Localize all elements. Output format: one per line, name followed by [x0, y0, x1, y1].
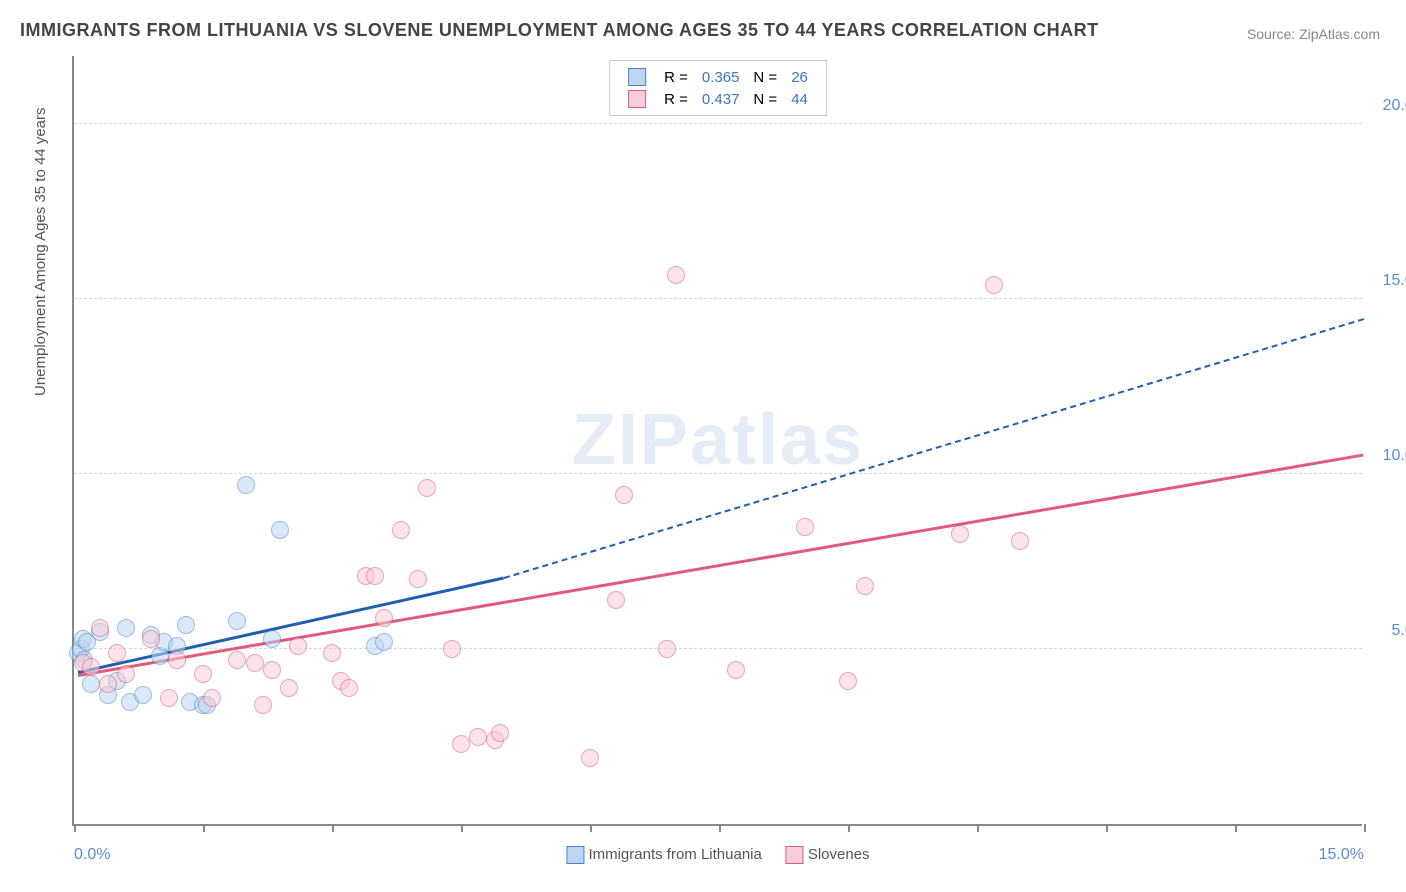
xtick-mark: [461, 824, 463, 832]
watermark-atlas: atlas: [690, 400, 864, 480]
data-point-slovenes: [168, 651, 186, 669]
xtick-mark: [203, 824, 205, 832]
legend-n-value-lithuania: 26: [785, 67, 814, 87]
legend-r-value-lithuania: 0.365: [696, 67, 746, 87]
legend-n-value-slovenes: 44: [785, 89, 814, 109]
data-point-lithuania: [82, 675, 100, 693]
data-point-slovenes: [108, 644, 126, 662]
trend-line: [78, 576, 504, 673]
watermark: ZIPatlas: [572, 399, 864, 481]
data-point-slovenes: [409, 570, 427, 588]
legend-swatch-lithuania: [566, 846, 584, 864]
y-axis-label: Unemployment Among Ages 35 to 44 years: [32, 107, 49, 396]
data-point-lithuania: [177, 616, 195, 634]
data-point-lithuania: [263, 630, 281, 648]
xtick-mark: [1106, 824, 1108, 832]
ytick-label: 5.0%: [1392, 622, 1406, 640]
xtick-mark: [1235, 824, 1237, 832]
data-point-lithuania: [134, 686, 152, 704]
chart-title: IMMIGRANTS FROM LITHUANIA VS SLOVENE UNE…: [20, 20, 1099, 41]
legend-swatch-lithuania: [628, 68, 646, 86]
xtick-mark: [332, 824, 334, 832]
ytick-label: 15.0%: [1383, 272, 1406, 290]
legend-series-label-lithuania: Immigrants from Lithuania: [588, 846, 761, 863]
watermark-zip: ZIP: [572, 400, 690, 480]
data-point-slovenes: [658, 640, 676, 658]
data-point-slovenes: [607, 591, 625, 609]
gridline: [74, 123, 1362, 124]
plot-area: ZIPatlas R =0.365N =26R =0.437N =44 Immi…: [72, 56, 1362, 826]
data-point-slovenes: [418, 479, 436, 497]
data-point-slovenes: [839, 672, 857, 690]
legend-r-label: R =: [658, 67, 694, 87]
xtick-mark: [719, 824, 721, 832]
data-point-lithuania: [237, 476, 255, 494]
data-point-slovenes: [951, 525, 969, 543]
gridline: [74, 473, 1362, 474]
legend-r-value-slovenes: 0.437: [696, 89, 746, 109]
ytick-label: 20.0%: [1383, 97, 1406, 115]
data-point-slovenes: [392, 521, 410, 539]
data-point-slovenes: [142, 630, 160, 648]
xtick-mark: [74, 824, 76, 832]
data-point-lithuania: [117, 619, 135, 637]
xtick-mark: [1364, 824, 1366, 832]
data-point-slovenes: [452, 735, 470, 753]
data-point-slovenes: [985, 276, 1003, 294]
data-point-slovenes: [796, 518, 814, 536]
data-point-slovenes: [254, 696, 272, 714]
data-point-slovenes: [117, 665, 135, 683]
chart-container: Unemployment Among Ages 35 to 44 years Z…: [50, 56, 1380, 876]
data-point-slovenes: [667, 266, 685, 284]
data-point-slovenes: [203, 689, 221, 707]
legend-series: Immigrants from Lithuania Slovenes: [554, 846, 881, 864]
data-point-slovenes: [581, 749, 599, 767]
legend-n-label: N =: [747, 67, 783, 87]
xtick-label: 15.0%: [1319, 846, 1364, 864]
data-point-slovenes: [82, 658, 100, 676]
legend-correlation: R =0.365N =26 R =0.437N =44: [609, 60, 827, 116]
gridline: [74, 298, 1362, 299]
data-point-slovenes: [375, 609, 393, 627]
data-point-slovenes: [246, 654, 264, 672]
data-point-slovenes: [323, 644, 341, 662]
data-point-slovenes: [340, 679, 358, 697]
data-point-slovenes: [263, 661, 281, 679]
legend-n-label: N =: [747, 89, 783, 109]
data-point-slovenes: [194, 665, 212, 683]
data-point-slovenes: [615, 486, 633, 504]
data-point-slovenes: [443, 640, 461, 658]
legend-r-label: R =: [658, 89, 694, 109]
data-point-lithuania: [271, 521, 289, 539]
data-point-slovenes: [856, 577, 874, 595]
data-point-slovenes: [727, 661, 745, 679]
data-point-slovenes: [228, 651, 246, 669]
data-point-slovenes: [289, 637, 307, 655]
legend-swatch-slovenes: [786, 846, 804, 864]
xtick-mark: [590, 824, 592, 832]
xtick-label: 0.0%: [74, 846, 110, 864]
ytick-label: 10.0%: [1383, 447, 1406, 465]
data-point-slovenes: [280, 679, 298, 697]
data-point-slovenes: [91, 619, 109, 637]
xtick-mark: [848, 824, 850, 832]
data-point-lithuania: [375, 633, 393, 651]
data-point-slovenes: [99, 675, 117, 693]
data-point-slovenes: [491, 724, 509, 742]
xtick-mark: [977, 824, 979, 832]
data-point-slovenes: [366, 567, 384, 585]
legend-series-label-slovenes: Slovenes: [808, 846, 870, 863]
data-point-lithuania: [228, 612, 246, 630]
data-point-slovenes: [469, 728, 487, 746]
gridline: [74, 648, 1362, 649]
source-label: Source: ZipAtlas.com: [1247, 26, 1380, 42]
data-point-slovenes: [160, 689, 178, 707]
legend-swatch-slovenes: [628, 90, 646, 108]
data-point-slovenes: [1011, 532, 1029, 550]
